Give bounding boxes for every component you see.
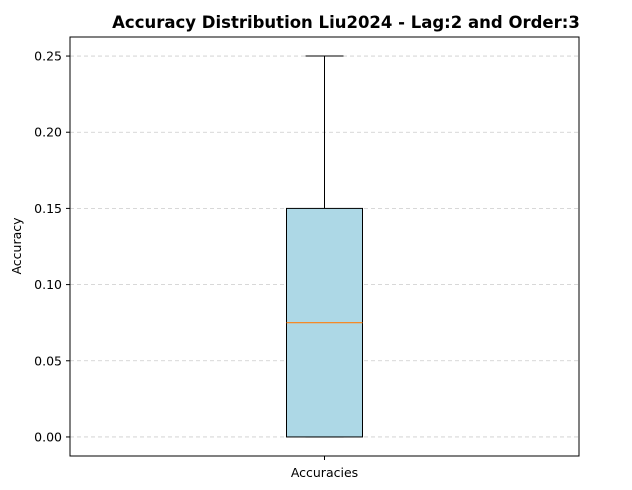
y-tick-label: 0.10 [34,277,62,292]
y-tick-label: 0.20 [34,125,62,140]
x-axis-ticks: Accuracies [291,456,358,480]
box-plot-group [286,55,363,438]
y-tick-label: 0.05 [34,353,62,368]
y-tick-label: 0.00 [34,429,62,444]
chart-title: Accuracy Distribution Liu2024 - Lag:2 an… [112,13,580,32]
x-tick-label: Accuracies [291,465,358,480]
y-axis-label: Accuracy [9,217,24,275]
y-tick-label: 0.25 [34,49,62,64]
y-axis-ticks: 0.00 0.05 0.10 0.15 0.20 0.25 [34,49,70,444]
y-tick-label: 0.15 [34,201,62,216]
